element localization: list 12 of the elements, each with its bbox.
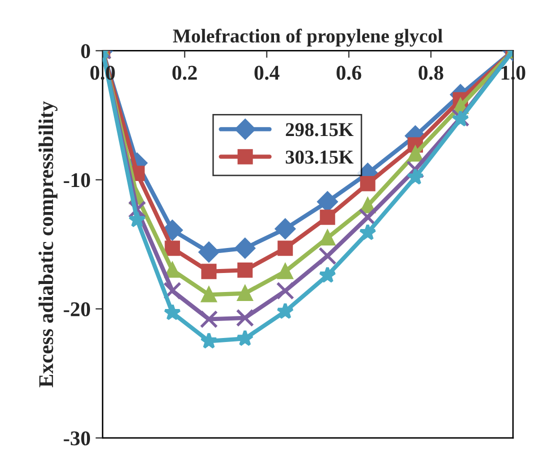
y-axis-title: Excess adiabatic compressibility — [38, 101, 58, 388]
y-tick-label: 0 — [81, 44, 90, 58]
x-tick-label: 0.2 — [172, 66, 197, 80]
y-tick-label: -10 — [64, 173, 90, 188]
x-axis-title: Molefraction of propylene glycol — [173, 28, 443, 47]
y-tick-label: -20 — [64, 302, 90, 316]
x-tick-label: 0.6 — [336, 66, 362, 80]
x-tick-label: 0.8 — [418, 66, 444, 80]
y-tick-label: -30 — [64, 431, 90, 446]
legend-label: 298.15K — [286, 123, 354, 136]
legend-label: 303.15K — [286, 150, 354, 164]
x-tick-label: 0.4 — [254, 66, 280, 80]
